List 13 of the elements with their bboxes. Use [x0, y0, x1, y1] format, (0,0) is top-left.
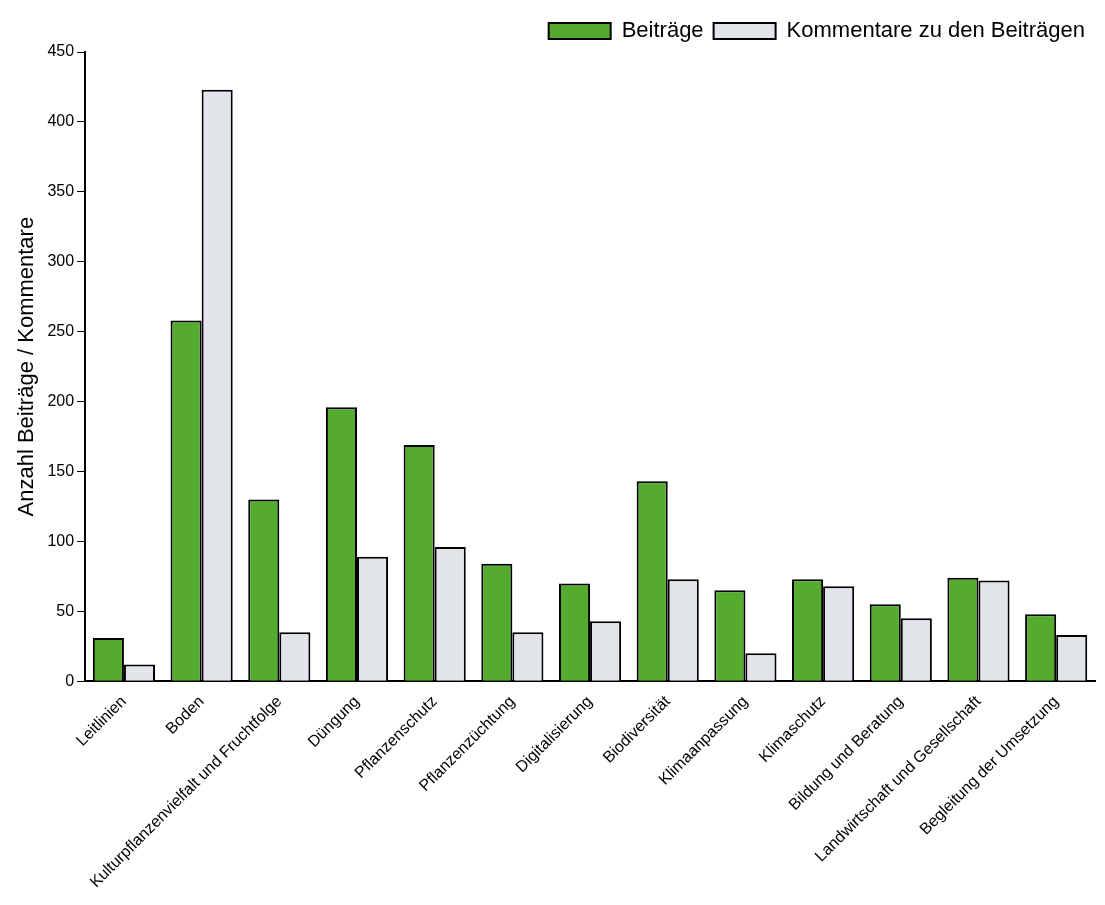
- y-tick-label: 350: [47, 182, 75, 200]
- legend-label: Kommentare zu den Beiträgen: [786, 17, 1086, 43]
- y-tick-label: 400: [47, 112, 75, 130]
- y-tick-label: 450: [47, 42, 75, 60]
- y-axis-title: Anzahl Beiträge / Kommentare: [13, 216, 39, 517]
- y-tick-label: 300: [47, 252, 75, 270]
- y-tick-label: 150: [47, 461, 75, 479]
- y-tick-label: 100: [47, 531, 75, 549]
- y-tick-label: 200: [47, 392, 75, 409]
- legend-label: Beiträge: [621, 17, 704, 43]
- y-tick-label: 250: [47, 322, 75, 340]
- y-tick-label: 50: [56, 601, 75, 619]
- y-tick-label: 0: [65, 671, 75, 689]
